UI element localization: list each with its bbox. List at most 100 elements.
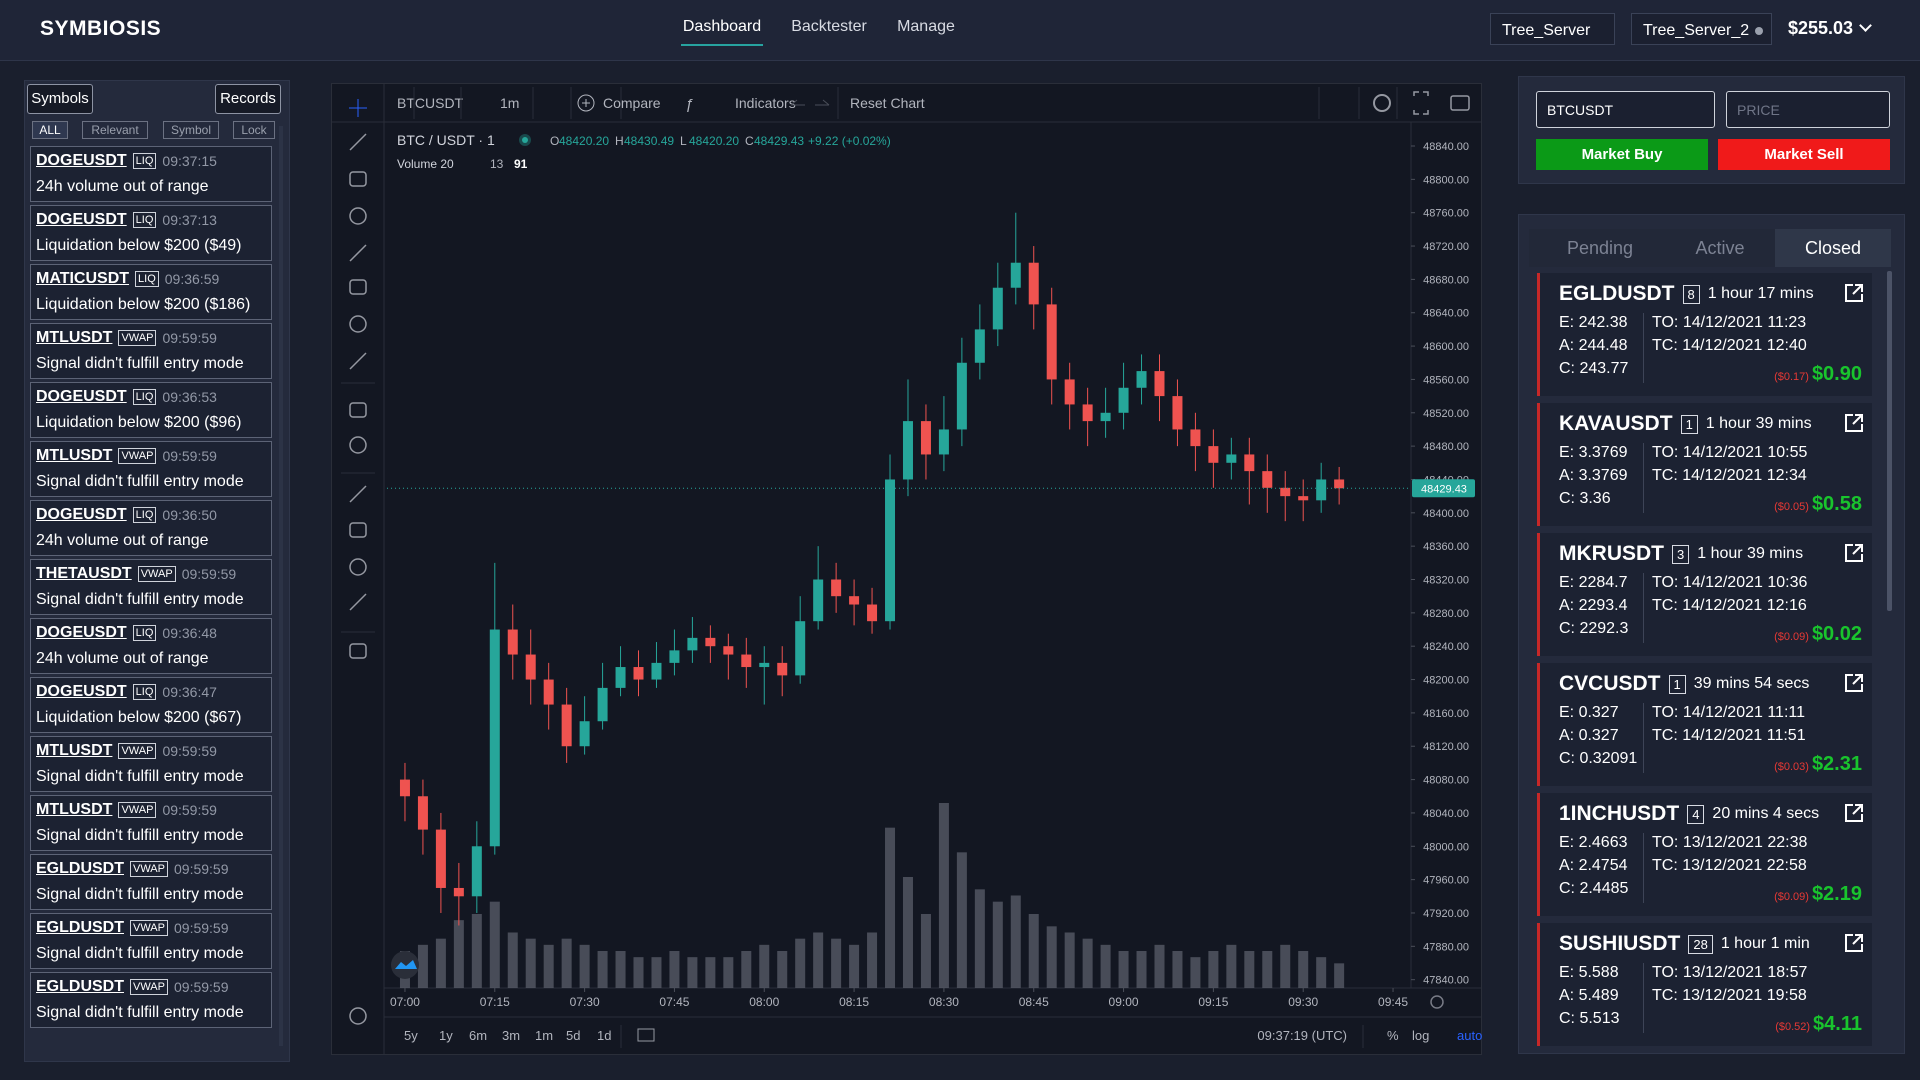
- alert-tag: LIQ: [132, 507, 157, 523]
- range-button: 5y: [404, 1028, 418, 1043]
- alert-card[interactable]: MTLUSDT VWAP 09:59:59 Signal didn't fulfill…: [30, 441, 272, 497]
- server-select[interactable]: Tree_Server: [1490, 13, 1615, 45]
- alert-message: Signal didn't fulfill entry mode: [36, 473, 244, 490]
- alert-time: 09:59:59: [174, 861, 229, 877]
- filter-tab[interactable]: Symbol: [163, 121, 219, 139]
- nav-link[interactable]: Manage: [897, 18, 955, 35]
- open-link-glyph: [1845, 674, 1863, 692]
- candle-body: [795, 621, 806, 676]
- trade-tab[interactable]: Pending: [1566, 238, 1634, 258]
- filter-tab[interactable]: Relevant: [82, 121, 148, 139]
- alert-tag: VWAP: [130, 920, 168, 936]
- filter-tab[interactable]: ALL: [32, 121, 68, 139]
- alert-time: 09:36:50: [162, 507, 217, 523]
- candle-body: [1136, 371, 1147, 388]
- trade-header: EGLDUSDT 8 1 hour 17 mins: [1559, 282, 1814, 306]
- trade-card[interactable]: 1INCHUSDT 4 20 mins 4 secs E: 2.4663 A: 2.47…: [1537, 793, 1872, 916]
- y-tick-label: 48400.00: [1423, 508, 1469, 520]
- alert-card[interactable]: DOGEUSDT LIQ 09:36:47 Liquidation below $20…: [30, 677, 272, 733]
- trade-price: E: 2.4663: [1559, 834, 1628, 851]
- server-select[interactable]: Tree_Server_2: [1631, 13, 1772, 45]
- trade-time: TC: 14/12/2021 12:16: [1652, 597, 1807, 614]
- trades-panel: Pending Active Closed EGLDUSDT 8 1 hour 17 mi…: [1518, 214, 1905, 1054]
- candle-body: [1118, 387, 1129, 413]
- balance[interactable]: $255.03: [1788, 18, 1872, 39]
- tool-icon: [349, 402, 367, 418]
- alert-card[interactable]: MATICUSDT LIQ 09:36:59 Liquidation below $2…: [30, 264, 272, 320]
- volume-bar: [435, 938, 446, 988]
- sell-button[interactable]: Market Sell: [1718, 139, 1890, 170]
- trade-time: TO: 14/12/2021 10:36: [1652, 574, 1808, 591]
- legend-value: 48429.43: [754, 134, 804, 148]
- trade-card[interactable]: MKRUSDT 3 1 hour 39 mins E: 2284.7 A: 2293.4…: [1537, 533, 1872, 656]
- symbol-input[interactable]: BTCUSDT: [1536, 91, 1715, 128]
- price-input[interactable]: PRICE: [1726, 91, 1890, 128]
- axis-settings-icon: [1430, 995, 1444, 1009]
- volume-bar: [920, 914, 931, 988]
- nav-active-underline: [681, 44, 763, 46]
- trade-price: C: 243.77: [1559, 360, 1629, 377]
- trade-card[interactable]: CVCUSDT 1 39 mins 54 secs E: 0.327 A: 0.327 C…: [1537, 663, 1872, 786]
- tool-icon: [349, 485, 367, 503]
- volume-bar: [1190, 957, 1201, 988]
- trade-price: A: 0.327: [1559, 727, 1619, 744]
- open-link-glyph: [1845, 414, 1863, 432]
- alert-card[interactable]: DOGEUSDT LIQ 09:36:48 24h volume out of ran…: [30, 618, 272, 674]
- nav-link[interactable]: Backtester: [791, 18, 867, 35]
- alert-card[interactable]: DOGEUSDT LIQ 09:36:50 24h volume out of ran…: [30, 500, 272, 556]
- buy-button[interactable]: Market Buy: [1536, 139, 1708, 170]
- trade-tab[interactable]: Closed: [1775, 229, 1891, 267]
- scale-toggle: %: [1387, 1028, 1399, 1043]
- alert-symbol: DOGEUSDT: [36, 152, 127, 169]
- volume-bar: [1118, 951, 1129, 988]
- trade-tab[interactable]: Active: [1695, 238, 1745, 258]
- alert-card[interactable]: DOGEUSDT LIQ 09:36:53 Liquidation below $20…: [30, 382, 272, 438]
- alert-time: 09:59:59: [162, 743, 217, 759]
- trade-card[interactable]: EGLDUSDT 8 1 hour 17 mins E: 242.38 A: 244.4…: [1537, 273, 1872, 396]
- panel-tab[interactable]: Records: [215, 84, 281, 114]
- alert-header: EGLDUSDT VWAP 09:59:59: [36, 860, 229, 878]
- alert-header: DOGEUSDT LIQ 09:37:15: [36, 152, 217, 170]
- range-button: 1d: [597, 1028, 611, 1043]
- panel-tab[interactable]: Symbols: [27, 84, 93, 114]
- alert-card[interactable]: MTLUSDT VWAP 09:59:59 Signal didn't fulfill…: [30, 795, 272, 851]
- y-tick-label: 48040.00: [1423, 808, 1469, 820]
- trade-profit: $0.58: [1811, 493, 1862, 515]
- alert-message: Liquidation below $200 ($186): [36, 296, 251, 313]
- alert-card[interactable]: MTLUSDT VWAP 09:59:59 Signal didn't fulfill…: [30, 736, 272, 792]
- alert-card[interactable]: MTLUSDT VWAP 09:59:59 Signal didn't fulfill…: [30, 323, 272, 379]
- alert-message: Signal didn't fulfill entry mode: [36, 1004, 244, 1021]
- filter-tab[interactable]: Lock: [233, 121, 275, 139]
- x-tick-label: 08:00: [749, 995, 779, 1009]
- alert-card[interactable]: DOGEUSDT LIQ 09:37:15 24h volume out of ran…: [30, 146, 272, 202]
- scale-toggle: log: [1412, 1028, 1429, 1043]
- y-tick-label: 48800.00: [1423, 174, 1469, 186]
- nav-link[interactable]: Dashboard: [682, 18, 762, 35]
- trade-time: TO: 14/12/2021 11:11: [1652, 704, 1806, 721]
- candle-body: [579, 721, 590, 747]
- trade-header: CVCUSDT 1 39 mins 54 secs: [1559, 672, 1809, 696]
- trade-card[interactable]: SUSHIUSDT 28 1 hour 1 min E: 5.588 A: 5.489 C…: [1537, 923, 1872, 1046]
- alert-time: 09:59:59: [181, 566, 237, 582]
- trade-symbol: MKRUSDT: [1559, 542, 1664, 565]
- alert-message: Signal didn't fulfill entry mode: [36, 886, 244, 903]
- trade-card[interactable]: KAVAUSDT 1 1 hour 39 mins E: 3.3769 A: 3.376…: [1537, 403, 1872, 526]
- alert-symbol: MTLUSDT: [36, 329, 113, 346]
- trade-count: 3: [1672, 544, 1690, 564]
- alert-card[interactable]: DOGEUSDT LIQ 09:37:13 Liquidation below $20…: [30, 205, 272, 261]
- x-tick-label: 09:45: [1378, 995, 1408, 1009]
- redo-icon: [815, 99, 830, 106]
- alert-card[interactable]: EGLDUSDT VWAP 09:59:59 Signal didn't fulfil…: [30, 854, 272, 910]
- alert-time: 09:36:47: [162, 684, 217, 700]
- alert-card[interactable]: EGLDUSDT VWAP 09:59:59 Signal didn't fulfil…: [30, 972, 272, 1028]
- alert-tag: LIQ: [132, 684, 157, 700]
- candle-body: [938, 429, 949, 455]
- alert-card[interactable]: THETAUSDT VWAP 09:59:59 Signal didn't fulfi…: [30, 559, 272, 615]
- last-price-label: 48429.43: [1421, 483, 1467, 495]
- alert-card[interactable]: EGLDUSDT VWAP 09:59:59 Signal didn't fulfil…: [30, 913, 272, 969]
- volume-bar: [831, 938, 842, 988]
- alert-time: 09:59:59: [174, 920, 229, 936]
- volume-bar: [956, 852, 967, 988]
- legend-volume-value: 91: [514, 157, 528, 171]
